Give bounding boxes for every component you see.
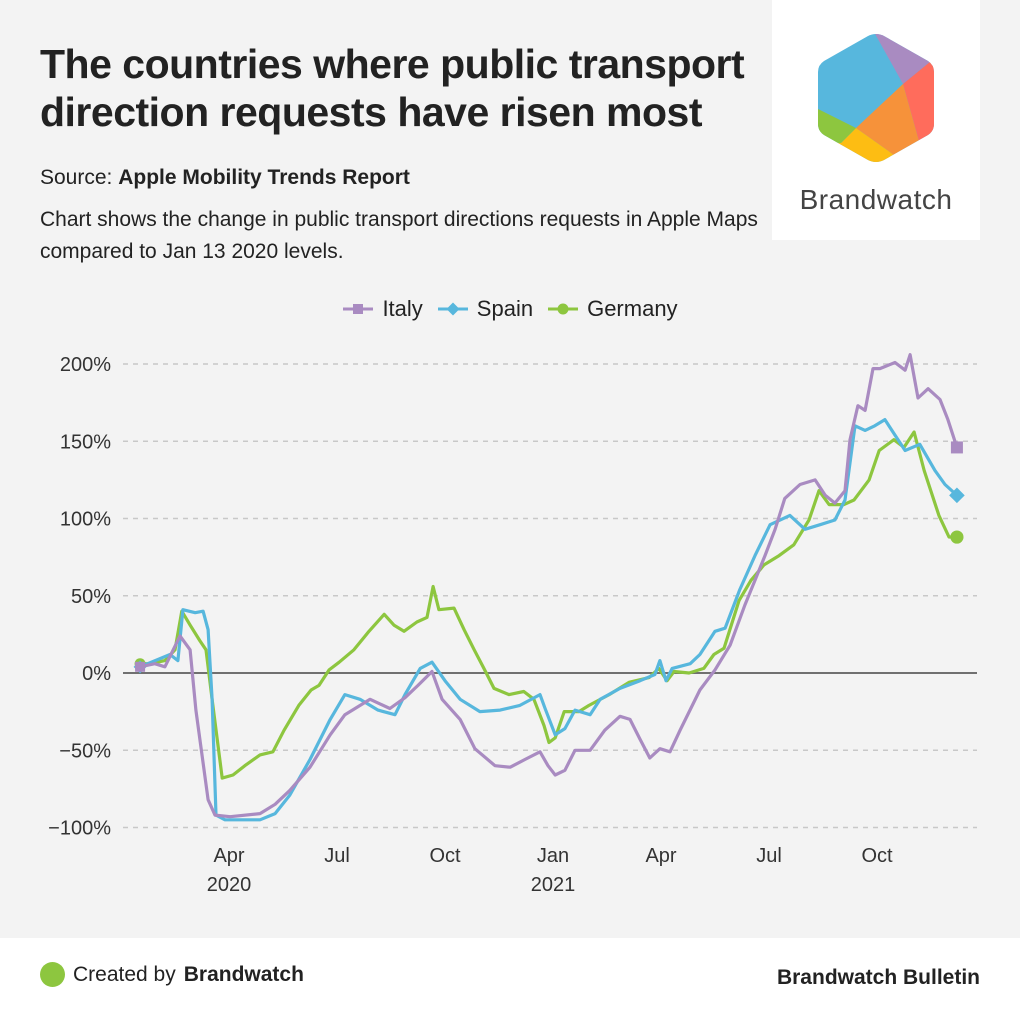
circle-marker-icon xyxy=(548,303,579,315)
y-tick-label: −50% xyxy=(59,740,111,762)
legend-label: Germany xyxy=(587,296,678,321)
legend-item-germany[interactable]: Germany xyxy=(547,296,678,322)
series-end-marker-germany xyxy=(950,530,964,544)
created-by: Created by Brandwatch xyxy=(40,962,304,987)
chart-legend: Italy Spain Germany xyxy=(0,296,1020,322)
x-tick-label: Jul xyxy=(324,845,350,867)
line-chart: 200% 150% 100% 50% 0% −50% −100% Apr 2020 Jul Oct J… xyxy=(48,353,977,896)
legend-item-italy[interactable]: Italy xyxy=(342,296,423,322)
series-start-marker-italy xyxy=(135,661,146,672)
legend-label: Spain xyxy=(476,296,534,321)
brand-dot-icon xyxy=(40,962,65,987)
series-line-spain xyxy=(138,417,959,822)
y-tick-label: 150% xyxy=(60,431,111,453)
series-line-italy xyxy=(138,353,959,819)
x-tick-label: Apr xyxy=(213,845,244,867)
brandwatch-logo: Brandwatch xyxy=(772,0,980,240)
legend-item-spain[interactable]: Spain xyxy=(437,296,533,322)
created-by-name: Brandwatch xyxy=(183,962,304,986)
square-marker-icon xyxy=(343,304,374,314)
legend-label: Italy xyxy=(382,296,423,321)
x-tick-label: Oct xyxy=(429,845,461,867)
x-tick-label: Jul xyxy=(756,845,782,867)
y-tick-label: −100% xyxy=(48,818,111,840)
x-tick-year-label: 2021 xyxy=(531,874,576,896)
created-by-label: Created by xyxy=(73,962,176,986)
series-end-marker-spain xyxy=(949,487,965,504)
series-end-marker-italy xyxy=(950,441,963,454)
x-tick-year-label: 2020 xyxy=(207,874,252,896)
y-tick-label: 0% xyxy=(82,663,111,685)
source-label: Source: xyxy=(40,166,113,189)
y-tick-label: 100% xyxy=(60,509,111,531)
chart-description: Chart shows the change in public transpo… xyxy=(40,208,758,263)
hexagon-logo-icon xyxy=(818,34,934,162)
publication-name: Brandwatch Bulletin xyxy=(776,966,980,989)
y-tick-label: 50% xyxy=(71,586,111,608)
source-line: Source: Apple Mobility Trends Report xyxy=(40,166,410,190)
chart-title: The countries where public transport dir… xyxy=(40,41,745,135)
legend-marker xyxy=(353,304,364,314)
legend-marker xyxy=(446,302,460,316)
y-tick-label: 200% xyxy=(60,354,111,376)
x-tick-label: Apr xyxy=(645,845,676,867)
diamond-marker-icon xyxy=(437,302,468,316)
series-line-germany xyxy=(138,430,959,780)
footer: Created by Brandwatch Brandwatch Bulleti… xyxy=(0,938,1020,1020)
logo-wordmark: Brandwatch xyxy=(799,184,953,215)
legend-marker xyxy=(557,303,569,315)
x-tick-label: Oct xyxy=(861,845,893,867)
source-name: Apple Mobility Trends Report xyxy=(118,166,410,189)
x-tick-label: Jan xyxy=(537,845,569,867)
